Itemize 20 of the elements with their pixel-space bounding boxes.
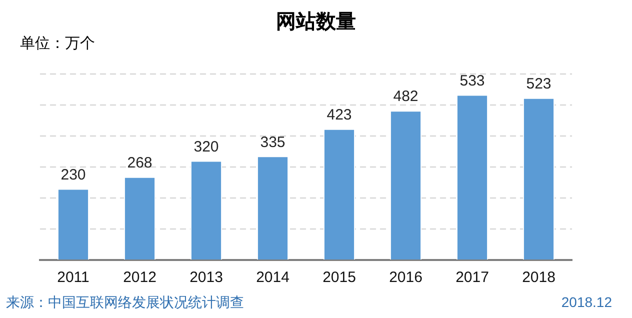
x-tick-label: 2014	[256, 269, 290, 286]
x-tick-label: 2017	[456, 269, 489, 286]
y-axis-title: 单位：万个	[20, 34, 95, 53]
x-tick-label: 2016	[389, 269, 422, 286]
data-label: 423	[326, 106, 352, 124]
chart-title: 网站数量	[275, 10, 357, 35]
data-label: 482	[393, 88, 418, 106]
data-label: 268	[127, 154, 152, 172]
x-tick-label: 2015	[322, 269, 356, 286]
x-tick-label: 2018	[522, 269, 556, 286]
text: 2018.12	[561, 294, 612, 310]
data-label: 320	[194, 138, 219, 156]
x-tick-label: 2013	[190, 269, 223, 286]
x-tick-label: 2012	[123, 269, 156, 286]
data-label: 523	[526, 76, 552, 93]
data-label: 230	[60, 166, 86, 184]
source-note: 来源：中国互联网络发展状况统计调查	[6, 294, 244, 312]
data-label: 335	[260, 134, 286, 151]
x-tick-label: 2011	[57, 269, 90, 286]
data-label: 533	[460, 72, 485, 90]
